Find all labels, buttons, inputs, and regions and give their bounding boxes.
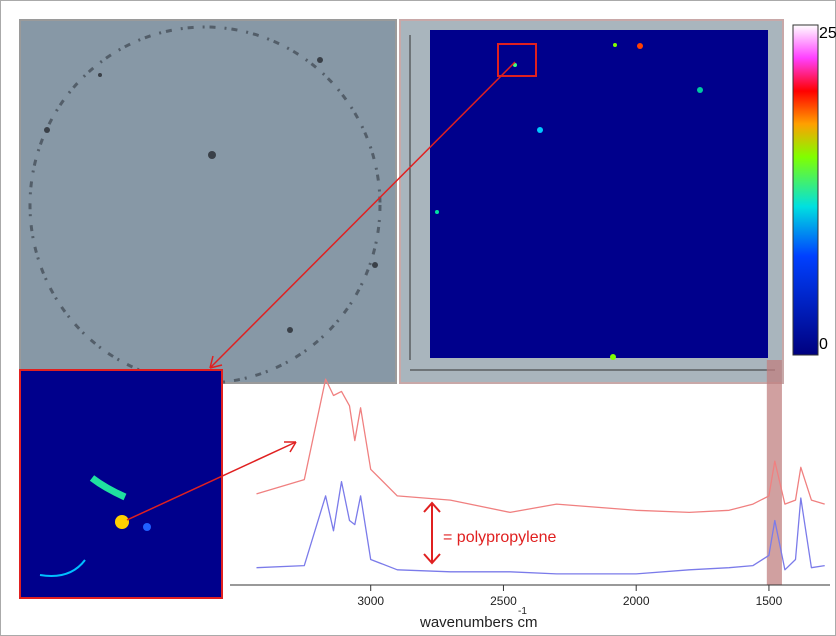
colorbar-max: 25 (819, 25, 836, 42)
x-tick-label: 2500 (490, 594, 517, 608)
x-tick-label: 1500 (756, 594, 783, 608)
zoom-map (20, 370, 222, 598)
x-tick-label: 2000 (623, 594, 650, 608)
colorbar (793, 25, 818, 355)
chemical-map (430, 30, 768, 358)
colorbar-min: 0 (819, 336, 828, 353)
x-tick-label: 3000 (357, 594, 384, 608)
filter-photo (20, 20, 396, 383)
figure: 25 0 = polypropylene wavenumbers cm -1 3… (0, 0, 836, 636)
x-axis-label-superscript: -1 (518, 606, 527, 617)
annotation: = polypropylene (443, 529, 557, 546)
